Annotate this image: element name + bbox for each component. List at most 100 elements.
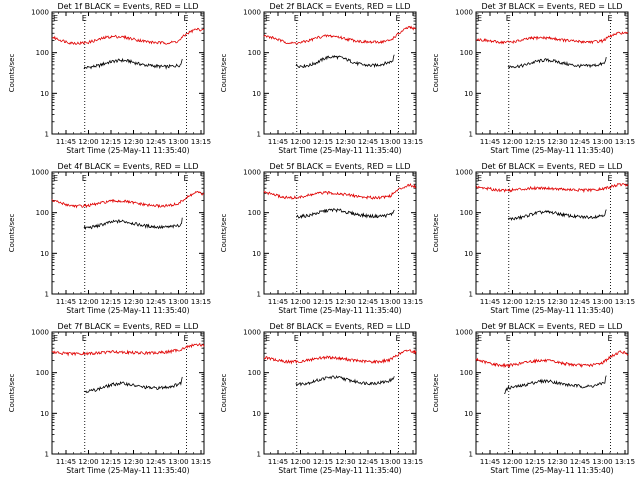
y-tick-label: 1 [257, 131, 261, 139]
x-tick-label: 12:45 [146, 138, 166, 146]
x-tick-label: 11:45 [480, 458, 500, 466]
series-line-events [507, 209, 607, 222]
series-line-events [507, 56, 607, 69]
axis-frame [51, 11, 205, 135]
x-tick-label: 12:00 [78, 138, 98, 146]
series-line-lld [263, 25, 417, 45]
y-tick-label: 1000 [243, 9, 261, 17]
event-marker-label: E [82, 334, 87, 343]
y-tick-label: 1 [469, 291, 473, 299]
axis-frame [263, 331, 417, 455]
x-tick-label: 13:00 [380, 298, 400, 306]
y-axis-label: Counts/sec [432, 374, 440, 413]
series-line-lld [475, 183, 629, 194]
y-tick-label: 10 [252, 250, 261, 258]
y-axis-label: Counts/sec [432, 214, 440, 253]
x-tick-label: 12:30 [547, 298, 567, 306]
x-axis-label: Start Time (25-May-11 11:35:40) [490, 466, 613, 475]
y-tick-label: 10 [252, 410, 261, 418]
x-tick-label: 12:45 [358, 458, 378, 466]
x-tick-label: 12:15 [313, 298, 333, 306]
y-tick-label: 100 [248, 209, 261, 217]
y-tick-label: 1000 [243, 169, 261, 177]
y-tick-label: 100 [460, 49, 473, 57]
x-axis-label: Start Time (25-May-11 11:35:40) [278, 466, 401, 475]
series-line-events [504, 375, 607, 394]
x-tick-label: 13:00 [380, 458, 400, 466]
x-tick-label: 12:45 [146, 458, 166, 466]
x-tick-label: 13:15 [615, 138, 635, 146]
y-tick-label: 1 [469, 451, 473, 459]
start-marker-label: E [477, 174, 482, 183]
x-tick-label: 13:15 [403, 458, 423, 466]
y-axis-label: Counts/sec [220, 54, 228, 93]
x-tick-label: 12:30 [123, 298, 143, 306]
axis-frame [475, 11, 629, 135]
y-tick-label: 1000 [243, 329, 261, 337]
x-tick-label: 12:00 [290, 458, 310, 466]
y-tick-label: 1 [45, 131, 49, 139]
event-marker-label: E [607, 174, 612, 183]
panel-title: Det 6f BLACK = Events, RED = LLD [481, 162, 622, 171]
y-tick-label: 100 [36, 49, 49, 57]
panel-det-4f: Det 4f BLACK = Events, RED = LLD 1 10 100 10… [8, 162, 211, 315]
panel-det-1f: Det 1f BLACK = Events, RED = LLD 1 10 100 10… [8, 2, 211, 155]
start-marker-label: E [53, 174, 58, 183]
y-tick-label: 1000 [31, 9, 49, 17]
panel-title: Det 1f BLACK = Events, RED = LLD [57, 2, 198, 11]
event-marker-label: E [183, 174, 188, 183]
panel-title: Det 3f BLACK = Events, RED = LLD [481, 2, 622, 11]
y-tick-label: 10 [40, 410, 49, 418]
panel-title: Det 9f BLACK = Events, RED = LLD [481, 322, 622, 331]
event-marker-label: E [183, 334, 188, 343]
y-tick-label: 100 [248, 49, 261, 57]
x-tick-label: 12:30 [547, 458, 567, 466]
y-tick-label: 1000 [31, 169, 49, 177]
panel-title: Det 2f BLACK = Events, RED = LLD [269, 2, 410, 11]
x-tick-label: 12:00 [290, 298, 310, 306]
x-axis-label: Start Time (25-May-11 11:35:40) [278, 146, 401, 155]
start-marker-label: E [53, 334, 58, 343]
event-marker-label: E [183, 14, 188, 23]
series-line-lld [475, 31, 629, 45]
x-tick-label: 13:15 [403, 138, 423, 146]
event-marker-label: E [607, 14, 612, 23]
x-tick-label: 12:00 [502, 458, 522, 466]
panel-det-7f: Det 7f BLACK = Events, RED = LLD 1 10 100 10… [8, 322, 211, 475]
panel-det-5f: Det 5f BLACK = Events, RED = LLD 1 10 100 10… [220, 162, 423, 315]
event-marker-label: E [607, 334, 612, 343]
x-tick-label: 12:45 [358, 298, 378, 306]
start-marker-label: E [265, 334, 270, 343]
x-tick-label: 12:30 [547, 138, 567, 146]
y-tick-label: 1000 [455, 329, 473, 337]
x-tick-label: 13:15 [615, 298, 635, 306]
x-axis-label: Start Time (25-May-11 11:35:40) [490, 306, 613, 315]
x-tick-label: 13:00 [168, 298, 188, 306]
event-marker-label: E [395, 334, 400, 343]
x-tick-label: 11:45 [480, 298, 500, 306]
event-marker-label: E [82, 14, 87, 23]
start-marker-label: E [53, 14, 58, 23]
x-tick-label: 13:15 [191, 298, 211, 306]
panel-det-9f: Det 9f BLACK = Events, RED = LLD 1 10 100 10… [432, 322, 635, 475]
series-line-events [83, 376, 183, 394]
series-line-lld [263, 183, 417, 200]
event-marker-label: E [506, 14, 511, 23]
x-tick-label: 11:45 [56, 458, 76, 466]
x-tick-label: 12:00 [78, 458, 98, 466]
start-marker-label: E [477, 14, 482, 23]
axis-frame [263, 171, 417, 295]
y-tick-label: 100 [460, 209, 473, 217]
x-tick-label: 12:45 [570, 138, 590, 146]
y-axis-label: Counts/sec [432, 54, 440, 93]
x-tick-label: 12:15 [525, 138, 545, 146]
panel-det-6f: Det 6f BLACK = Events, RED = LLD 1 10 100 10… [432, 162, 635, 315]
x-tick-label: 12:15 [313, 458, 333, 466]
event-marker-label: E [506, 334, 511, 343]
event-marker-label: E [395, 14, 400, 23]
axis-frame [51, 331, 205, 455]
x-tick-label: 11:45 [268, 458, 288, 466]
y-axis-label: Counts/sec [8, 54, 16, 93]
panel-title: Det 8f BLACK = Events, RED = LLD [269, 322, 410, 331]
